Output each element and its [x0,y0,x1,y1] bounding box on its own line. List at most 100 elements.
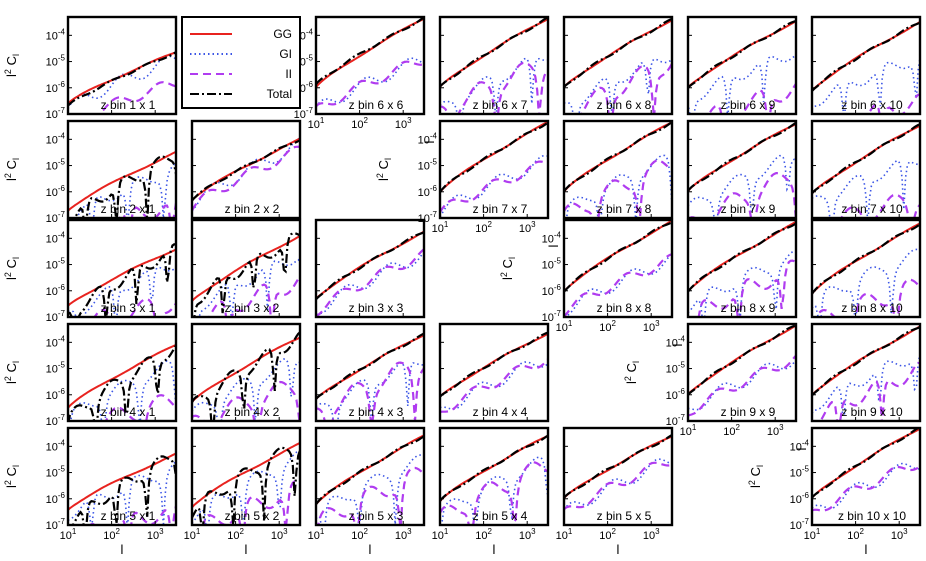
series-total-line [688,222,796,293]
panel-label: z bin 5 x 1 [101,509,156,523]
panel-plot [68,51,176,114]
panel-label: z bin 4 x 3 [349,405,404,419]
series-gi-line [192,258,300,317]
x-tick-label: 101 [556,527,573,542]
x-tick-label: 102 [847,527,864,542]
panel-label: z bin 6 x 9 [721,98,776,112]
series-ii-line [840,193,920,218]
y-tick-label: 10-5 [46,257,66,272]
series-total-line [688,19,796,89]
y-axis-label: l2 Cl [499,257,517,280]
panel-label: z bin 2 x 1 [101,202,156,216]
panel-7x8: z bin 7 x 8 [562,119,674,220]
series-total-line [192,139,300,202]
panel-frame [810,426,922,527]
series-total-line [316,231,424,301]
panel-frame [66,119,178,220]
y-tick-label: 10-6 [46,491,66,506]
panel-label: z bin 10 x 10 [838,509,906,523]
series-ii-line [564,461,672,511]
panel-plot [440,17,548,114]
series-total-line [812,326,920,397]
y-tick-label: 10-7 [294,106,314,121]
panel-label: z bin 8 x 9 [721,301,776,315]
y-axis-label: l2 Cl [3,465,21,488]
panel-label: z bin 9 x 9 [721,405,776,419]
y-tick-label: 10-6 [46,184,66,199]
x-axis-label: l [369,542,372,557]
series-ii-line [202,480,300,525]
series-gi-line [440,361,548,410]
panel-plot [316,434,424,525]
series-total-line [440,17,548,88]
x-tick-label: 101 [60,527,77,542]
x-tick-label: 102 [475,527,492,542]
panel-label: z bin 4 x 1 [101,405,156,419]
series-gg-line [564,19,672,88]
series-total-line [68,51,176,107]
y-tick-label: 10-7 [666,413,686,428]
panel-frame [66,426,178,527]
panel-label: z bin 7 x 8 [597,202,652,216]
y-tick-label: 10-5 [542,257,562,272]
series-gg-line [192,336,300,403]
x-tick-label: 101 [308,527,325,542]
panel-plot [192,442,300,525]
panel-label: z bin 8 x 10 [841,301,903,315]
series-gi-line [316,251,424,315]
panel-plot [688,220,796,317]
panel-frame [314,218,426,319]
panel-plot [440,121,548,218]
panel-6x10: z bin 6 x 10 [810,15,922,116]
y-tick-label: 10-5 [790,465,810,480]
series-ii-line [440,160,548,213]
panel-plot [68,243,176,317]
series-gg-line [68,344,176,409]
x-axis-label: l [422,140,437,143]
y-tick-label: 10-5 [418,158,438,173]
series-total-line [192,331,300,421]
legend: GG GI II Total [181,16,301,109]
panel-1x1: z bin 1 x 1 10-7 10-6 10-5 10-4 l2 Cl [3,15,178,121]
panel-7x10: z bin 7 x 10 [810,119,922,220]
panel-plot [812,428,920,512]
y-tick-label: 10-6 [46,387,66,402]
panel-label: z bin 4 x 4 [473,405,528,419]
panel-label: z bin 5 x 4 [473,509,528,523]
x-tick-label: 101 [804,527,821,542]
series-total-line [564,221,672,293]
series-total-line [440,121,548,193]
panel-5x5: z bin 5 x 5 101 102 103 l [556,426,674,557]
series-ii-line [316,248,424,317]
series-gi-line [192,449,300,525]
panel-3x3: z bin 3 x 3 [314,218,426,319]
series-total-line [564,433,672,499]
x-tick-label: 103 [395,527,412,542]
panel-label: z bin 9 x 10 [841,405,903,419]
y-axis-label: l2 Cl [3,257,21,280]
panel-frame [686,119,798,220]
series-ii-line [440,358,548,414]
series-total-line [316,435,424,506]
series-gi-line [812,160,920,218]
series-ii-line [688,354,796,417]
panel-plot [316,17,424,108]
panel-frame [190,218,302,319]
series-total-line [564,17,672,88]
x-tick-label: 103 [643,527,660,542]
panel-label: z bin 3 x 1 [101,301,156,315]
panel-9x9: z bin 9 x 9 10-7 10-6 10-5 10-4 l2 Cl 101 102 10… [623,322,809,450]
x-tick-label: 101 [308,116,325,131]
x-tick-label: 102 [475,220,492,235]
series-total-line [812,223,920,295]
series-ii-line [74,394,176,421]
x-tick-label: 102 [599,527,616,542]
panel-frame [190,119,302,220]
y-tick-label: 10-7 [46,210,66,225]
x-tick-label: 103 [643,319,660,334]
panel-plot [564,220,672,317]
panel-plot [68,452,176,525]
panel-frame [438,15,550,116]
x-tick-label: 101 [184,527,201,542]
